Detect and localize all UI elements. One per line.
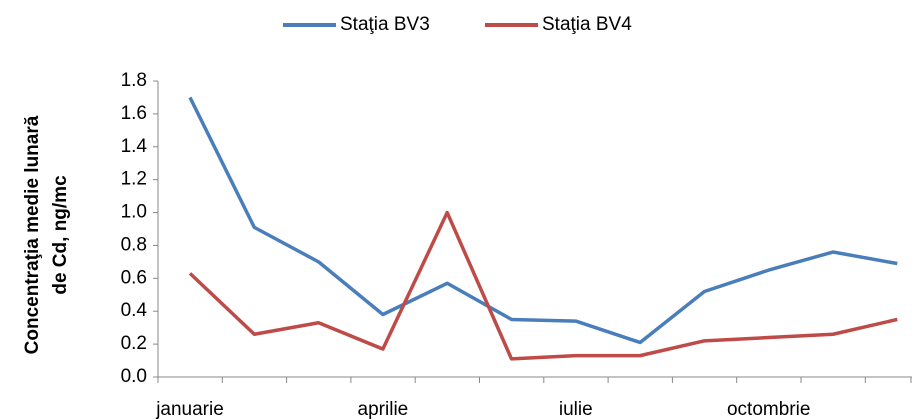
y-axis-title: Concentraţia medie lunară de Cd, ng/mc	[22, 115, 71, 354]
y-tick-label: 0.6	[121, 267, 147, 288]
y-tick-label: 1.4	[121, 136, 148, 157]
legend-label: Staţia BV4	[542, 14, 632, 35]
y-tick-label: 0.2	[121, 333, 147, 354]
x-tick-label: octombrie	[727, 399, 810, 419]
y-tick-label: 0.0	[121, 366, 147, 387]
y-axis-title-line: Concentraţia medie lunară	[22, 115, 43, 354]
y-axis-title-line: de Cd, ng/mc	[50, 175, 71, 295]
y-tick-label: 0.4	[121, 300, 148, 321]
y-tick-label: 1.8	[121, 70, 147, 91]
y-tick-label: 0.8	[121, 234, 147, 255]
x-tick-label: iulie	[559, 399, 593, 419]
x-tick-label: januarie	[155, 399, 224, 419]
x-tick-label: aprilie	[358, 399, 409, 419]
y-tick-label: 1.2	[121, 169, 147, 190]
series-line	[188, 210, 898, 361]
y-tick-label: 1.6	[121, 103, 147, 124]
series-line	[188, 96, 898, 345]
y-tick-label: 1.0	[121, 202, 147, 223]
legend-label: Staţia BV3	[340, 14, 430, 35]
